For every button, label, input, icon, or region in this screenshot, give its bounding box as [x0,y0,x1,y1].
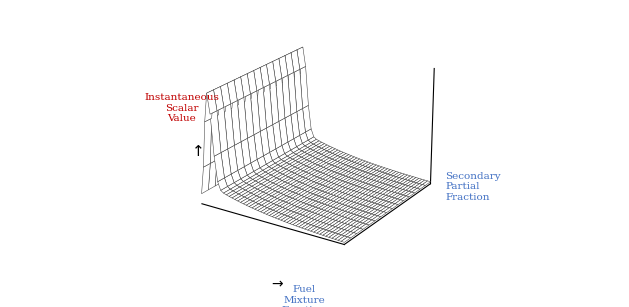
Text: Secondary
Partial
Fraction: Secondary Partial Fraction [445,172,501,202]
Text: Fuel
Mixture
Fraction: Fuel Mixture Fraction [282,285,326,307]
Text: ↑: ↑ [192,144,205,159]
Text: Instantaneous
Scalar
Value: Instantaneous Scalar Value [144,93,219,123]
Text: →: → [271,278,282,292]
